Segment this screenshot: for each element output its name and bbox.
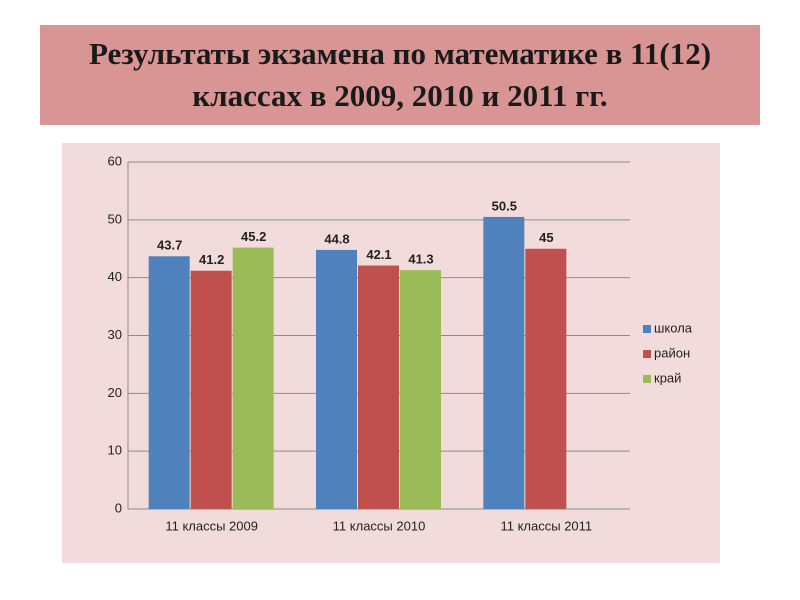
bar — [190, 270, 232, 509]
value-label: 41.2 — [199, 252, 224, 267]
bar — [232, 247, 274, 510]
legend-swatch — [643, 325, 651, 333]
y-tick-label: 10 — [108, 443, 122, 458]
value-label: 44.8 — [324, 231, 349, 246]
value-label: 45.2 — [241, 229, 266, 244]
y-tick-label: 20 — [108, 385, 122, 400]
bar — [148, 256, 190, 509]
title-box: Результаты экзамена по математике в 11(1… — [40, 25, 760, 125]
value-label: 43.7 — [157, 238, 182, 253]
y-tick-label: 30 — [108, 327, 122, 342]
chart-title: Результаты экзамена по математике в 11(1… — [88, 36, 712, 113]
bar — [525, 248, 567, 509]
y-tick-label: 40 — [108, 269, 122, 284]
y-tick-label: 0 — [115, 500, 122, 515]
bar — [400, 270, 441, 509]
x-tick-label: 11 классы 2010 — [333, 518, 426, 533]
legend-swatch — [643, 350, 651, 358]
legend-swatch — [643, 375, 651, 383]
value-label: 42.1 — [366, 247, 391, 262]
y-tick-label: 50 — [108, 211, 122, 226]
legend-label: район — [654, 345, 690, 360]
legend-label: школа — [654, 320, 693, 335]
bar — [358, 265, 399, 509]
value-label: 45 — [539, 230, 553, 245]
bar — [316, 249, 357, 509]
x-tick-label: 11 классы 2009 — [165, 518, 258, 533]
legend-label: край — [654, 370, 681, 385]
x-tick-label: 11 классы 2011 — [500, 518, 592, 533]
value-label: 50.5 — [492, 198, 517, 213]
value-label: 41.3 — [408, 252, 433, 267]
bar — [483, 216, 525, 510]
y-tick-label: 60 — [108, 153, 122, 168]
